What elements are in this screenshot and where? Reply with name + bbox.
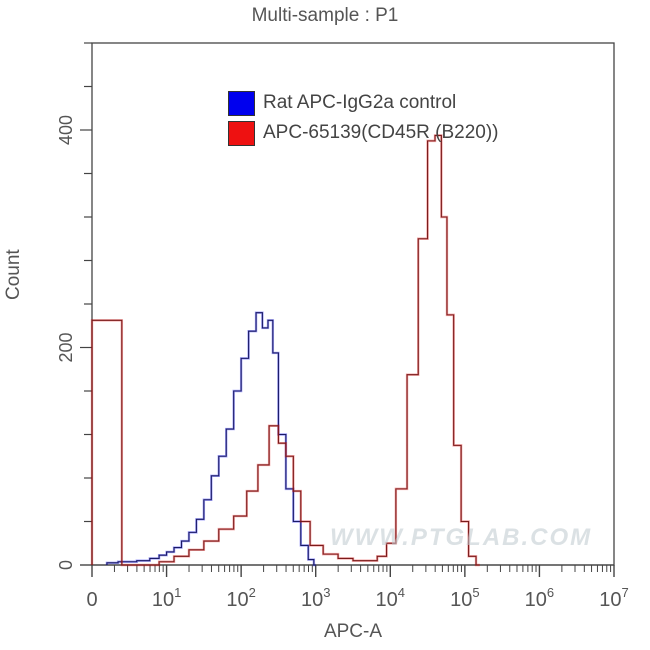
watermark: WWW.PTGLAB.COM (330, 524, 593, 551)
legend-label: APC-65139(CD45R (B220)) (263, 122, 499, 143)
y-axis-ticks (80, 42, 92, 566)
legend-label: Rat APC-IgG2a control (263, 92, 457, 113)
x-tick-label: 106 (525, 585, 554, 611)
cd45r-histogram-curve (91, 134, 480, 566)
x-axis-ticks (80, 564, 615, 577)
x-tick-label: 104 (376, 585, 405, 611)
legend-swatch-blue (228, 90, 255, 116)
y-axis-label: Count (3, 249, 24, 300)
legend-swatch-red (228, 120, 255, 146)
histogram-curves (90, 134, 480, 567)
y-axis-tick-labels: 0 200 400 (56, 115, 76, 570)
x-tick-label: 102 (226, 585, 255, 611)
control-histogram-curve (106, 312, 316, 566)
y-tick-label: 400 (56, 115, 76, 145)
chart-title: Multi-sample : P1 (251, 5, 399, 26)
x-axis-tick-labels: 0 101 102 103 104 105 106 107 (86, 585, 628, 611)
x-tick-label: 105 (450, 585, 479, 611)
y-tick-label: 0 (56, 560, 76, 570)
legend-item-control: Rat APC-IgG2a control (228, 88, 499, 118)
x-axis-label: APC-A (323, 621, 383, 642)
y-tick-label: 200 (56, 332, 76, 362)
legend-item-cd45r: APC-65139(CD45R (B220)) (228, 118, 499, 148)
x-tick-label: 0 (86, 589, 97, 611)
x-tick-label: 103 (301, 585, 330, 611)
x-tick-label: 107 (599, 585, 628, 611)
legend: Rat APC-IgG2a control APC-65139(CD45R (B… (228, 88, 499, 148)
x-tick-label: 101 (152, 585, 181, 611)
